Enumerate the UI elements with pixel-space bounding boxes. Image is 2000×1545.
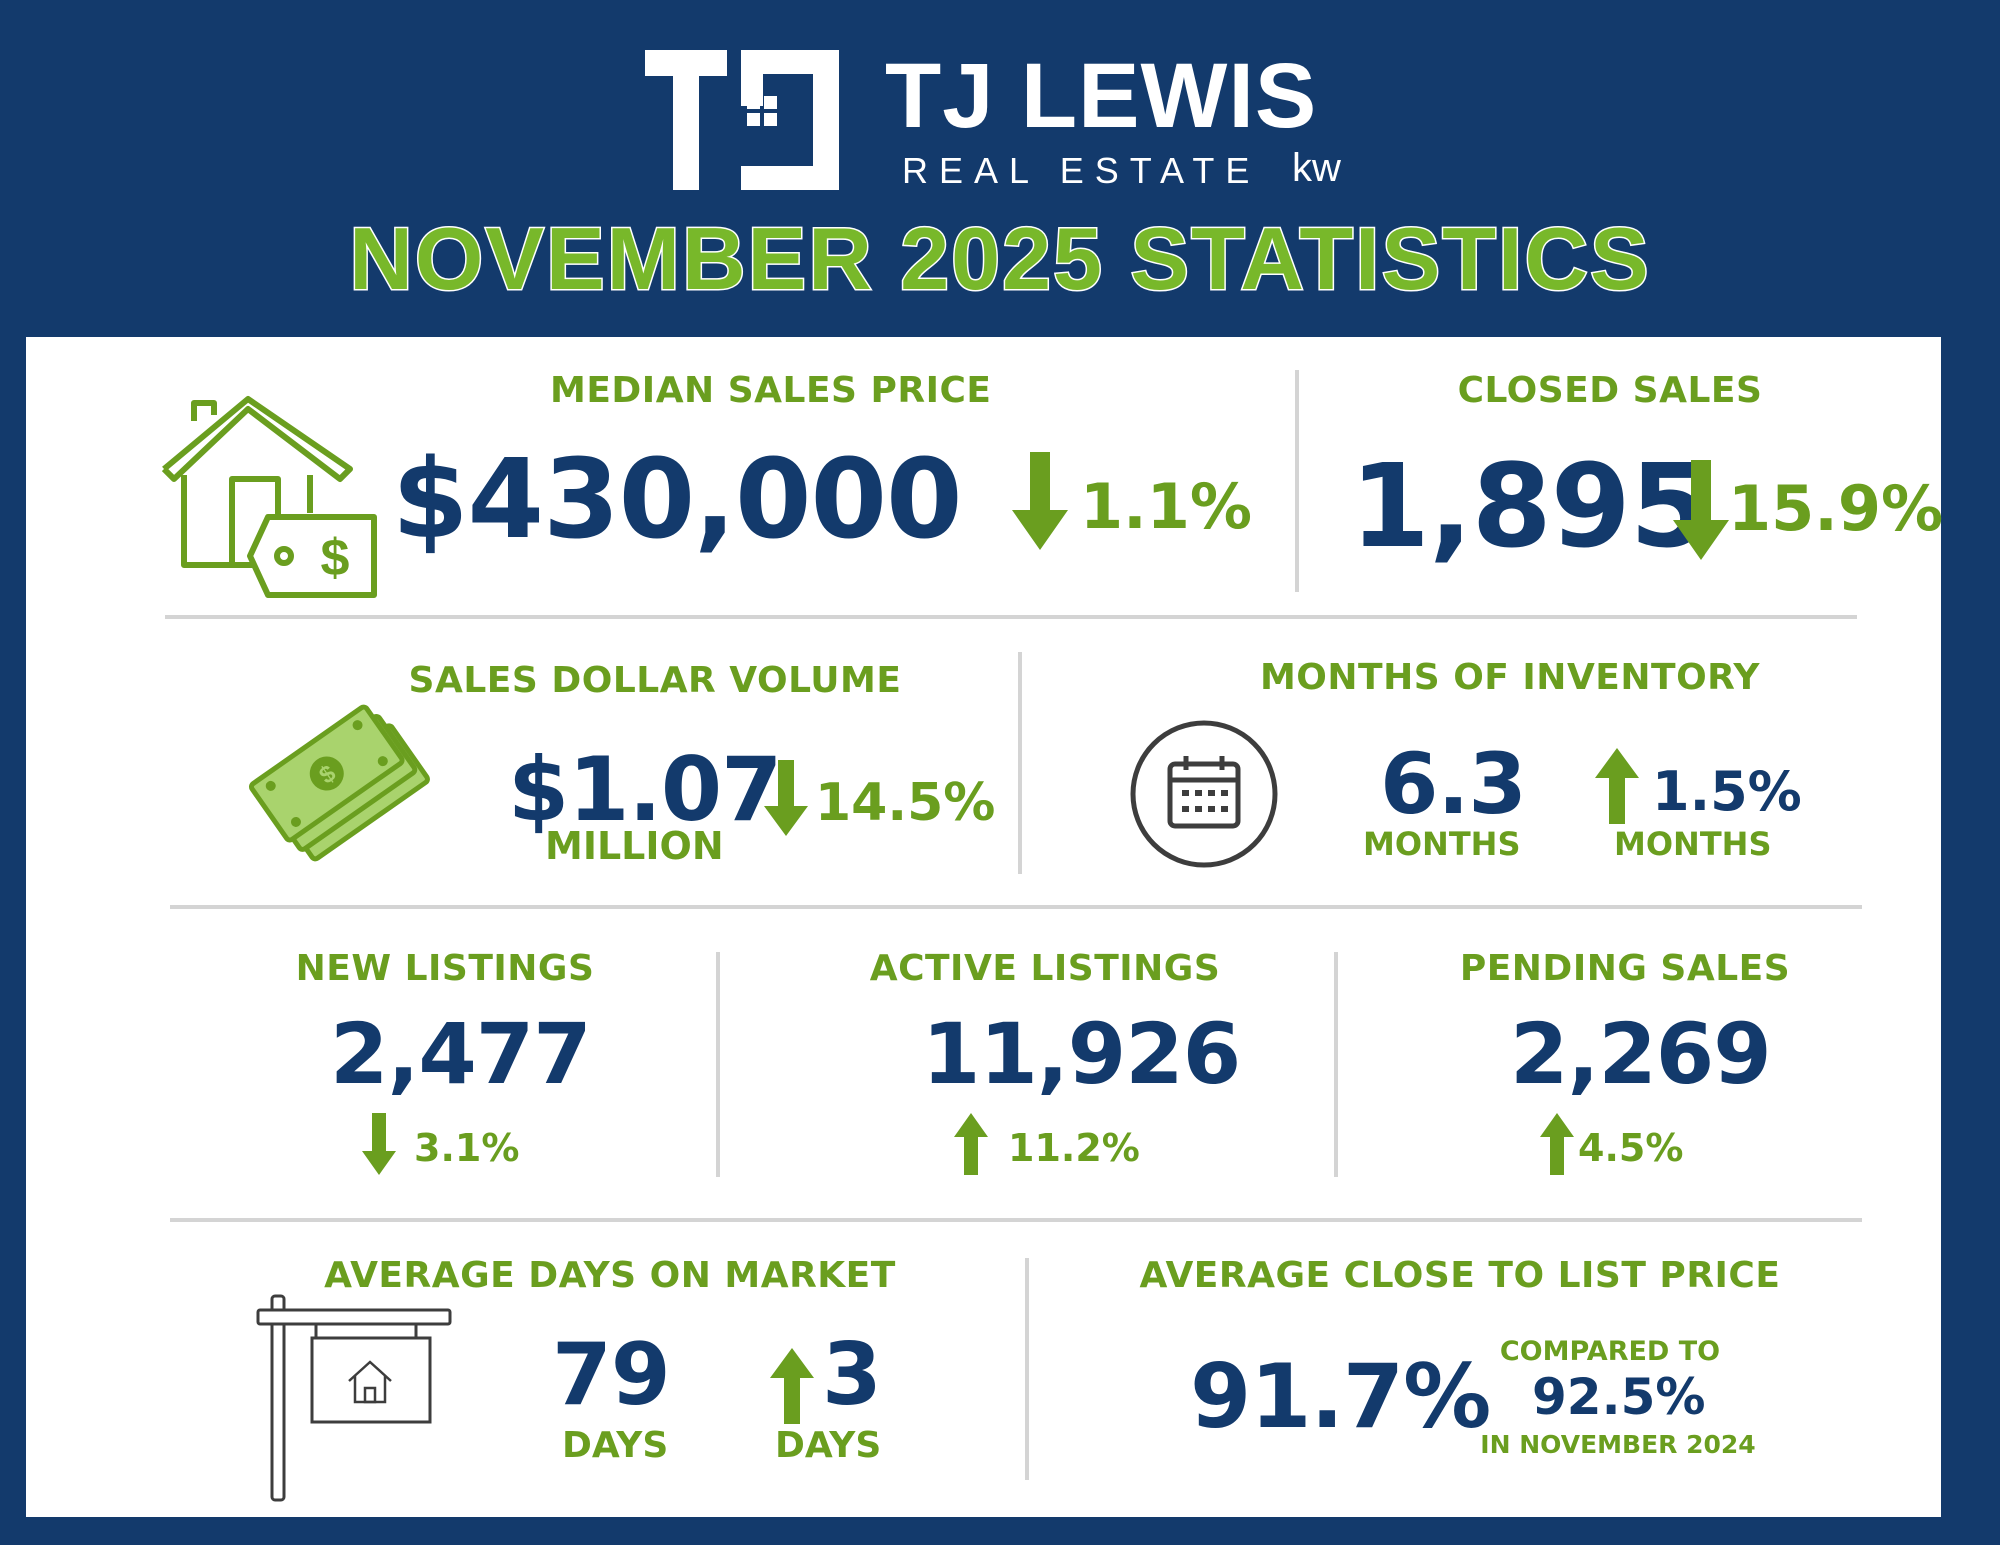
pending-sales-value: 2,269 — [1510, 1005, 1772, 1103]
up-arrow-icon — [1595, 748, 1639, 824]
months-of-inventory-label: MONTHS OF INVENTORY — [1259, 657, 1761, 698]
page-title: NOVEMBER 2025 STATISTICS — [348, 208, 1651, 310]
median-sales-price-label: MEDIAN SALES PRICE — [550, 370, 992, 411]
up-arrow-icon — [954, 1113, 988, 1175]
brand-affiliate: kw — [1292, 146, 1341, 190]
sales-dollar-volume-unit: MILLION — [545, 824, 724, 868]
compared-period: IN NOVEMBER 2024 — [1480, 1430, 1756, 1459]
svg-text:$: $ — [321, 529, 350, 587]
average-days-on-market-change: 3 — [822, 1325, 882, 1425]
money-bills-icon: $ — [248, 704, 430, 862]
divider — [1334, 952, 1338, 1177]
down-arrow-icon — [1012, 452, 1068, 550]
closed-sales-label: CLOSED SALES — [1457, 370, 1763, 411]
sales-dollar-volume-change: 14.5% — [815, 773, 996, 833]
new-listings-value: 2,477 — [330, 1005, 592, 1103]
months-of-inventory-unit: MONTHS — [1363, 825, 1521, 863]
average-days-on-market-change-unit: DAYS — [775, 1425, 882, 1466]
up-arrow-icon — [1540, 1113, 1574, 1175]
months-of-inventory-change-unit: MONTHS — [1614, 825, 1772, 863]
new-listings-change: 3.1% — [414, 1126, 520, 1170]
sales-dollar-volume-value: $1.07 — [508, 738, 782, 841]
average-days-on-market-value: 79 — [552, 1325, 671, 1425]
for-sale-sign-icon — [256, 1294, 452, 1502]
months-of-inventory-value: 6.3 — [1380, 735, 1527, 833]
new-listings-label: NEW LISTINGS — [295, 948, 595, 989]
down-arrow-icon — [1673, 460, 1729, 560]
compared-value: 92.5% — [1532, 1368, 1706, 1426]
average-close-to-list-value: 91.7% — [1190, 1345, 1491, 1448]
closed-sales-value: 1,895 — [1350, 440, 1710, 574]
sales-dollar-volume-label: SALES DOLLAR VOLUME — [408, 660, 902, 701]
closed-sales-change: 15.9% — [1728, 472, 1944, 545]
median-sales-price-value: $430,000 — [392, 435, 963, 563]
divider — [170, 1218, 1862, 1222]
house-price-tag-icon: $ — [161, 396, 377, 598]
average-close-to-list-label: AVERAGE CLOSE TO LIST PRICE — [1139, 1255, 1781, 1296]
down-arrow-icon — [362, 1113, 396, 1175]
compared-to-label: COMPARED TO — [1499, 1336, 1721, 1367]
active-listings-value: 11,926 — [922, 1005, 1241, 1103]
divider — [1295, 370, 1299, 592]
tj-house-logo-icon — [645, 50, 839, 190]
down-arrow-icon — [764, 760, 808, 836]
calendar-icon — [1130, 720, 1278, 868]
active-listings-change: 11.2% — [1008, 1126, 1140, 1170]
brand-name: TJ LEWIS — [885, 45, 1318, 147]
average-days-on-market-unit: DAYS — [562, 1425, 669, 1466]
pending-sales-change: 4.5% — [1578, 1126, 1684, 1170]
active-listings-label: ACTIVE LISTINGS — [869, 948, 1221, 989]
divider — [1025, 1258, 1029, 1480]
brand-tagline: REAL ESTATE — [902, 150, 1261, 191]
divider — [716, 952, 720, 1177]
pending-sales-label: PENDING SALES — [1459, 948, 1791, 989]
divider — [165, 615, 1857, 619]
months-of-inventory-change: 1.5% — [1652, 760, 1802, 823]
divider — [170, 905, 1862, 909]
divider — [1018, 652, 1022, 874]
up-arrow-icon — [770, 1348, 814, 1424]
median-sales-price-change: 1.1% — [1080, 470, 1252, 543]
average-days-on-market-label: AVERAGE DAYS ON MARKET — [324, 1255, 896, 1296]
